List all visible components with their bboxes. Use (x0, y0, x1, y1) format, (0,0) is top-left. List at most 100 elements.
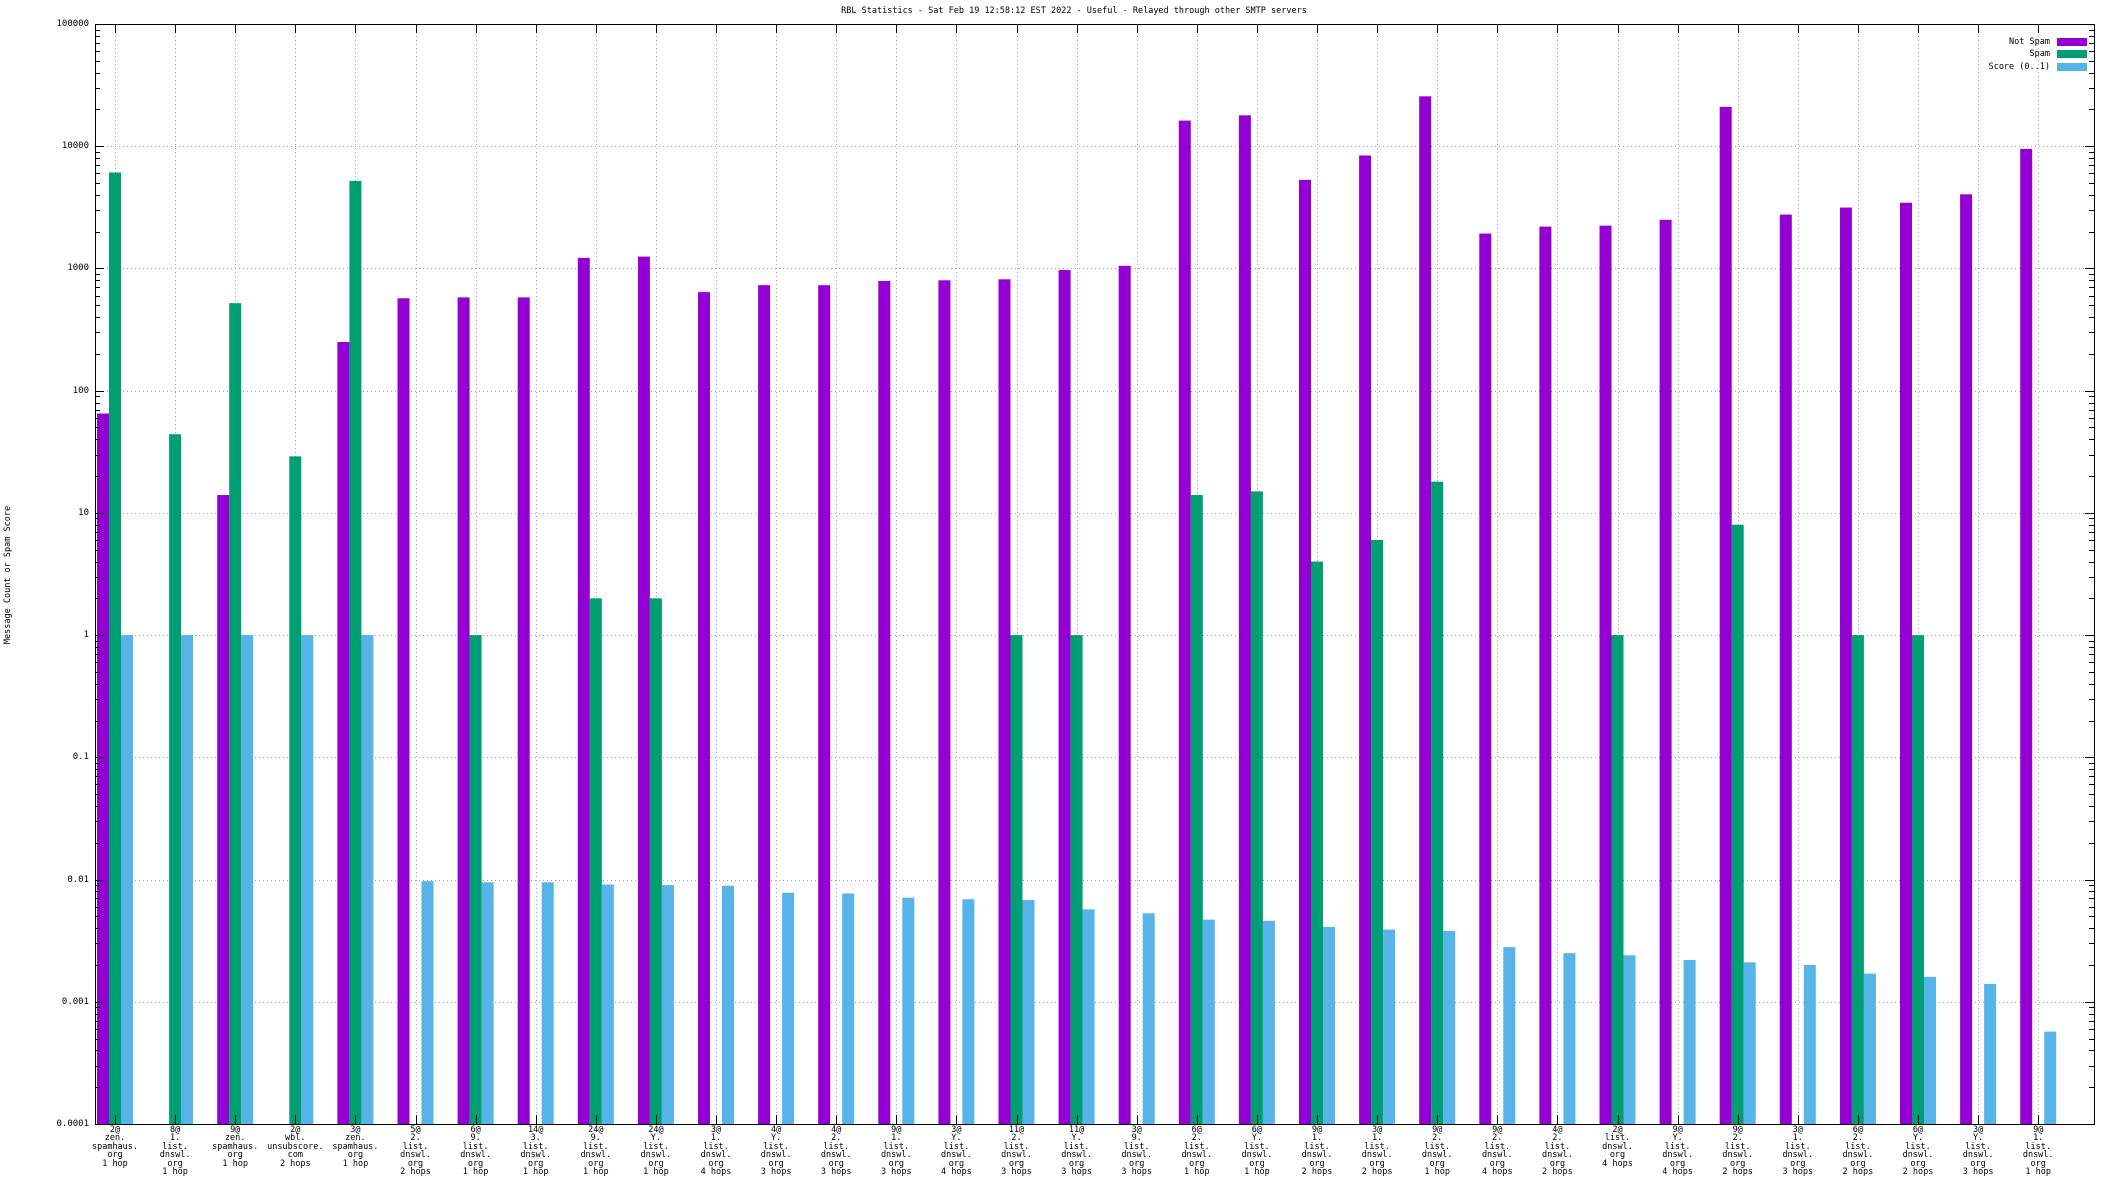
bar-not-spam-22 (1359, 155, 1372, 1125)
bar-spam-23 (1431, 481, 1444, 1124)
x-tick-label: 2@ zen. spamhaus. org 1 hop (91, 1125, 139, 1169)
bar-spam-1 (109, 172, 121, 1124)
bar-spam-28 (1731, 524, 1744, 1124)
chart-title: RBL Statistics - Sat Feb 19 12:58:12 EST… (841, 6, 1307, 16)
bar-score-33 (2044, 1031, 2057, 1124)
bar-score-9 (601, 884, 614, 1124)
x-tick-label: 9@ 1. list. dnswl. org 2 hops (1301, 1125, 1333, 1178)
bar-not-spam-5 (337, 342, 350, 1124)
x-tick-label: 14@ 3. list. dnswl. org 1 hop (520, 1125, 552, 1178)
x-tick-label: 24@ Y. list. dnswl. org 1 hop (640, 1125, 672, 1178)
x-tick-label: 3@ Y. list. dnswl. org 3 hops (1962, 1125, 1994, 1178)
x-tick-label: 9@ Y. list. dnswl. org 4 hops (1662, 1125, 1693, 1178)
bar-spam-30 (1851, 635, 1864, 1124)
bar-not-spam-19 (1178, 120, 1191, 1125)
bar-spam-16 (1010, 635, 1023, 1124)
bar-not-spam-16 (998, 279, 1011, 1124)
bar-spam-9 (589, 598, 602, 1124)
y-axis-label: Message Count or Spam Score (3, 505, 13, 645)
y-tick-label: 0.001 (61, 996, 89, 1007)
bar-score-1 (121, 635, 133, 1124)
bar-spam-3 (229, 303, 242, 1124)
bar-not-spam-27 (1659, 219, 1672, 1124)
y-tick-label: 10 (78, 507, 89, 518)
bar-score-31 (1924, 976, 1936, 1124)
x-tick-label: 3@ 9. list. dnswl. org 3 hops (1121, 1125, 1153, 1178)
x-tick-label: 9@ 2. list. dnswl. org 4 hops (1481, 1125, 1513, 1178)
bar-score-27 (1683, 959, 1696, 1124)
x-tick-label: 4@ 2. list. dnswl. org 2 hops (1542, 1125, 1573, 1178)
plot-border (95, 24, 2095, 1125)
x-tick-label: 3@ 1. list. dnswl. org 3 hops (1782, 1125, 1814, 1178)
x-tick-label: 8@ 1. list. dnswl. org 1 hop (159, 1125, 191, 1178)
bar-score-22 (1383, 929, 1396, 1124)
bar-score-14 (902, 897, 915, 1124)
bar-spam-7 (469, 635, 482, 1124)
bar-not-spam-7 (457, 297, 470, 1124)
bar-not-spam-21 (1299, 179, 1311, 1125)
bar-spam-26 (1611, 635, 1624, 1124)
bar-score-21 (1323, 926, 1335, 1124)
bar-spam-5 (349, 180, 362, 1124)
bar-score-12 (782, 892, 795, 1124)
bar-score-23 (1443, 930, 1456, 1124)
bar-score-7 (481, 882, 494, 1124)
x-tick-label: 9@ 2. list. dnswl. org 2 hops (1722, 1125, 1754, 1178)
x-tick-label: 6@ 9. list. dnswl. org 1 hop (460, 1125, 491, 1178)
bar-score-24 (1503, 947, 1516, 1124)
bar-not-spam-8 (517, 297, 530, 1124)
x-tick-label: 3@ 1. list. dnswl. org 4 hops (700, 1125, 732, 1178)
x-tick-label: 3@ Y. list. dnswl. org 4 hops (941, 1125, 972, 1178)
bar-not-spam-10 (637, 256, 650, 1125)
bar-score-18 (1142, 913, 1155, 1124)
bar-score-30 (1863, 973, 1876, 1124)
bar-not-spam-32 (1960, 194, 1973, 1124)
bar-spam-10 (649, 598, 662, 1124)
bar-not-spam-12 (758, 285, 771, 1124)
bar-not-spam-17 (1058, 270, 1071, 1124)
bar-score-3 (241, 635, 254, 1124)
bar-not-spam-29 (1779, 214, 1792, 1124)
bar-score-20 (1262, 920, 1275, 1124)
x-tick-label: 6@ Y. list. dnswl. org 1 hop (1241, 1125, 1273, 1178)
y-tick-label: 100000 (56, 19, 89, 29)
y-tick-label: 10000 (61, 141, 89, 152)
bar-not-spam-13 (818, 285, 831, 1124)
bar-score-29 (1803, 964, 1816, 1124)
bar-score-16 (1022, 900, 1035, 1124)
bar-score-6 (421, 881, 434, 1124)
y-tick-label: 1000 (67, 263, 89, 274)
bar-not-spam-6 (397, 298, 410, 1124)
bar-spam-2 (169, 434, 182, 1124)
bar-not-spam-3 (217, 495, 230, 1124)
bar-score-11 (722, 885, 734, 1124)
legend-swatch-score (2057, 63, 2087, 71)
bar-score-17 (1082, 909, 1095, 1124)
x-tick-label: 24@ 9. list. dnswl. org 1 hop (580, 1125, 612, 1178)
y-tick-label: 100 (72, 385, 89, 396)
bar-spam-17 (1070, 635, 1083, 1124)
y-tick-label: 1 (83, 630, 89, 641)
legend-label-score: Score (0..1) (1988, 62, 2050, 72)
bar-not-spam-28 (1719, 106, 1732, 1125)
bar-score-13 (842, 893, 855, 1124)
bar-not-spam-26 (1599, 225, 1612, 1124)
x-tick-label: 3@ zen. spamhaus. org 1 hop (332, 1125, 379, 1169)
x-tick-label: 11@ Y. list. dnswl. org 3 hops (1061, 1125, 1092, 1178)
x-tick-label: 11@ 2. list. dnswl. org 3 hops (1001, 1125, 1032, 1178)
x-tick-label: 9@ 1. list. dnswl. org 1 hop (2022, 1125, 2054, 1178)
legend-swatch-not-spam (2057, 38, 2087, 46)
bar-score-15 (962, 899, 975, 1124)
bar-not-spam-25 (1539, 226, 1552, 1125)
bar-not-spam-18 (1118, 265, 1131, 1125)
bar-spam-19 (1190, 495, 1203, 1124)
bar-not-spam-33 (2020, 148, 2033, 1124)
x-tick-label: 3@ 1. list. dnswl. org 2 hops (1361, 1125, 1393, 1178)
x-tick-label: 6@ 2. list. dnswl. org 2 hops (1842, 1125, 1874, 1178)
x-tick-label: 2@ list. dnswl. org 4 hops (1602, 1125, 1633, 1169)
x-tick-label: 9@ 2. list. dnswl. org 1 hop (1421, 1125, 1453, 1178)
bar-score-2 (181, 635, 194, 1124)
bars (97, 96, 2057, 1125)
